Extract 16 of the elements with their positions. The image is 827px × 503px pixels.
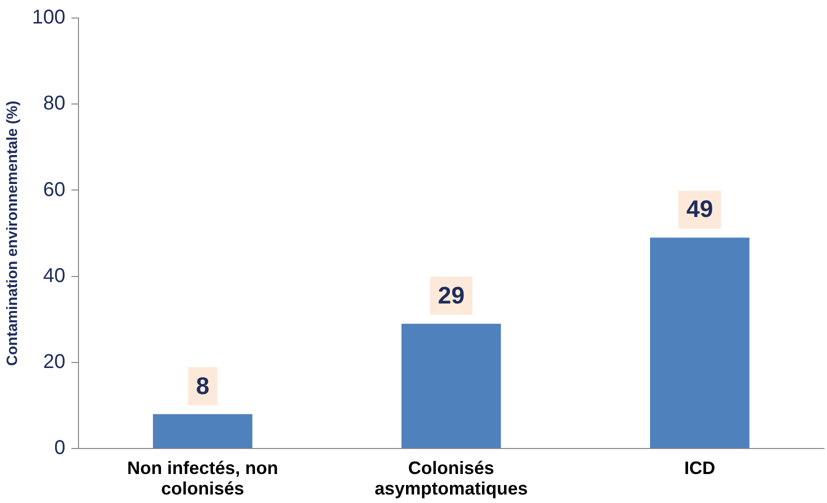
y-tick-label: 60 (43, 178, 66, 201)
data-label: 49 (686, 196, 714, 224)
y-tick-label: 20 (43, 350, 66, 373)
data-label: 8 (196, 372, 210, 400)
bar (152, 414, 252, 448)
bar (650, 238, 750, 448)
x-tick-label: ICD (684, 458, 716, 478)
y-tick-label: 40 (43, 264, 66, 287)
x-tick-label: Non infectés, non colonisés (127, 458, 278, 499)
y-axis-title: Contamination environnementale (%) (4, 100, 22, 366)
data-label: 29 (438, 282, 465, 310)
y-tick-label: 0 (54, 437, 66, 460)
y-tick-label: 80 (43, 92, 66, 115)
bar (401, 324, 501, 448)
y-tick-label: 100 (32, 6, 66, 29)
x-tick-label: Colonisés asymptomatiques (374, 458, 528, 499)
